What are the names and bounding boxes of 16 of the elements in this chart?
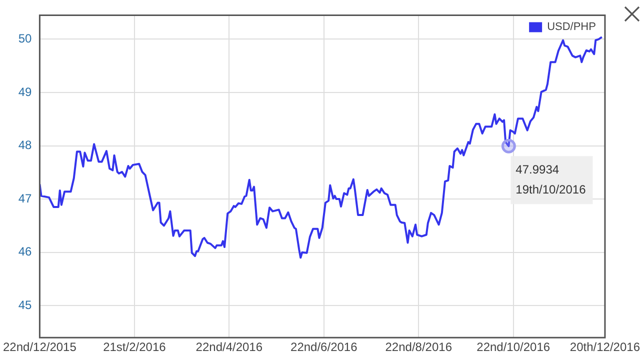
y-tick-label: 50 [18, 31, 32, 46]
legend-label: USD/PHP [547, 21, 596, 34]
x-tick-label: 22nd/4/2016 [196, 340, 263, 354]
x-tick-label: 22nd/6/2016 [290, 340, 358, 354]
x-tick-label: 22nd/8/2016 [385, 340, 452, 354]
x-tick-label: 22nd/10/2016 [476, 340, 550, 354]
x-tick-label: 20th/12/2016 [570, 340, 640, 354]
y-tick-label: 46 [18, 244, 32, 259]
x-tick-label: 21st/2/2016 [103, 340, 166, 354]
y-tick-label: 48 [18, 138, 32, 152]
annotation: 19th/10/2016 [516, 182, 586, 196]
annotation: 47.9934 [516, 162, 560, 176]
y-tick-label: 49 [18, 84, 32, 99]
x-tick-label: 22nd/12/2015 [3, 340, 77, 354]
y-tick-label: 47 [18, 191, 32, 206]
y-tick-label: 45 [18, 298, 32, 312]
